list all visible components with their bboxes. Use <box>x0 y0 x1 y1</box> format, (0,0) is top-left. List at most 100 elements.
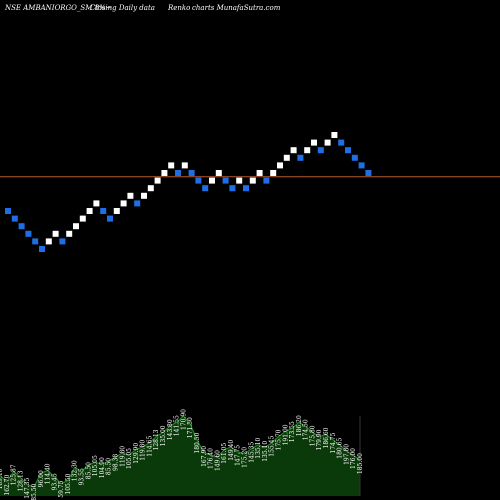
renko-brick-down <box>107 215 113 222</box>
renko-brick-up <box>311 139 317 146</box>
volume-tick-label: 149.40 <box>228 440 235 461</box>
renko-brick-down <box>188 170 195 176</box>
renko-brick-down <box>32 238 39 245</box>
renko-brick-up <box>324 139 331 146</box>
volume-tick-label: 141.55 <box>174 415 181 436</box>
volume-tick-label: 132.30 <box>72 460 79 481</box>
renko-brick-down <box>134 200 141 207</box>
renko-brick-up <box>113 208 120 214</box>
renko-brick-down <box>358 162 365 169</box>
header-mode: Closing Daily data <box>90 4 155 12</box>
renko-brick-down <box>25 230 32 237</box>
volume-tick-label: 185.00 <box>357 453 364 474</box>
volume-tick-label: 161.05 <box>221 443 228 464</box>
volume-tick-label: 85.50 <box>31 483 38 500</box>
volume-tick-label: 162.70 <box>4 474 11 495</box>
volume-tick-label: 180.50 <box>194 432 201 453</box>
volume-tick-label: 129.90 <box>133 443 140 464</box>
volume-tick-label: 155.45 <box>269 436 276 457</box>
renko-brick-down <box>263 177 270 184</box>
renko-brick-down <box>297 154 304 161</box>
volume-tick-label: 197.80 <box>343 444 350 465</box>
volume-tick-label: 175.70 <box>276 429 283 450</box>
renko-brick-up <box>127 192 134 199</box>
renko-brick-down <box>222 177 229 184</box>
volume-tick-label: 128.13 <box>17 470 24 491</box>
renko-brick-up <box>66 230 73 237</box>
volume-tick-label: 119.80 <box>119 446 126 467</box>
renko-brick-up <box>270 170 277 176</box>
volume-tick-label: 135.00 <box>160 425 167 446</box>
volume-line <box>0 415 361 488</box>
renko-brick-up <box>283 154 290 161</box>
volume-tick-label: 149.60 <box>214 450 221 471</box>
renko-brick-down <box>195 177 202 184</box>
renko-brick-down <box>59 238 66 245</box>
renko-brick-up <box>168 162 175 169</box>
renko-brick-up <box>154 177 161 184</box>
volume-tick-label: 147.35 <box>24 478 31 499</box>
renko-brick-down <box>175 170 181 176</box>
volume-tick-label: 180.65 <box>337 438 344 459</box>
volume-tick-label: 135.10 <box>255 438 262 459</box>
renko-brick-up <box>120 200 127 207</box>
volume-tick-label: 105.50 <box>65 473 72 494</box>
volume-tick-label: 147.75 <box>235 445 242 466</box>
header-site: charts MunafaSutra.com <box>192 4 281 12</box>
renko-brick-down <box>100 208 107 214</box>
volume-tick-label: 105.05 <box>126 448 133 469</box>
renko-brick-down <box>365 170 372 176</box>
volume-tick-label: 135.10 <box>262 441 269 462</box>
renko-brick-up <box>277 162 283 169</box>
volume-area <box>0 416 360 496</box>
volume-tick-label: 186.20 <box>296 415 303 436</box>
renko-brick-up <box>73 223 79 230</box>
volume-tick-label: 191.00 <box>282 424 289 445</box>
renko-brick-up <box>209 177 215 184</box>
renko-brick-up <box>86 208 93 214</box>
renko-brick-up <box>331 132 338 138</box>
renko-brick-up <box>161 170 168 176</box>
volume-tick-label: 173.55 <box>289 421 296 442</box>
renko-brick-down <box>351 154 358 161</box>
volume-tick-label: 170.90 <box>180 409 187 430</box>
renko-brick-up <box>304 147 311 154</box>
volume-tick-label: 167.90 <box>201 446 208 467</box>
volume-tick-label: 114.40 <box>45 463 52 484</box>
volume-tick-label: 98.38 <box>113 454 120 471</box>
volume-tick-label: 93.45 <box>51 473 58 490</box>
header-symbol: NSE AMBANIORGO_SM 8%~ <box>4 4 112 12</box>
renko-brick-down <box>229 185 236 192</box>
volume-tick-label: 174.75 <box>330 432 337 453</box>
volume-panel: 169.10 162.70 125.87 128.13 147.35 85.5096.00… <box>0 409 364 500</box>
volume-tick-label: 96.00 <box>38 470 45 487</box>
volume-tick-label: 174.50 <box>303 419 310 440</box>
renko-brick-down <box>317 147 324 154</box>
volume-tick-label: 175.20 <box>242 447 249 468</box>
volume-tick-label: 105.05 <box>92 455 99 476</box>
renko-brick-up <box>93 200 100 207</box>
volume-tick-label: 125.87 <box>11 464 18 485</box>
renko-brick-down <box>5 208 11 214</box>
renko-brick-up <box>147 185 154 192</box>
renko-brick-up <box>215 170 222 176</box>
header-chart-kind: Renko <box>167 4 190 12</box>
renko-brick-up <box>256 170 263 176</box>
volume-tick-label: 119.80 <box>140 440 147 461</box>
renko-brick-up <box>45 238 52 245</box>
renko-brick-up <box>52 230 59 237</box>
volume-tick-label: 171.50 <box>187 417 194 438</box>
volume-tick-label: 93.55 <box>79 468 86 485</box>
volume-tick-label: 179.90 <box>316 429 323 450</box>
volume-tick-label: 176.40 <box>208 448 215 469</box>
volume-tick-label: 186.60 <box>323 427 330 448</box>
volume-tick-label: 85.50 <box>106 458 113 475</box>
volume-tick-label: 104.90 <box>99 457 106 478</box>
volume-tick-label: 128.13 <box>153 429 160 450</box>
volume-tick-label: 114.65 <box>146 436 153 457</box>
renko-brick-down <box>243 185 249 192</box>
renko-bricks <box>5 132 372 252</box>
renko-brick-down <box>345 147 351 154</box>
